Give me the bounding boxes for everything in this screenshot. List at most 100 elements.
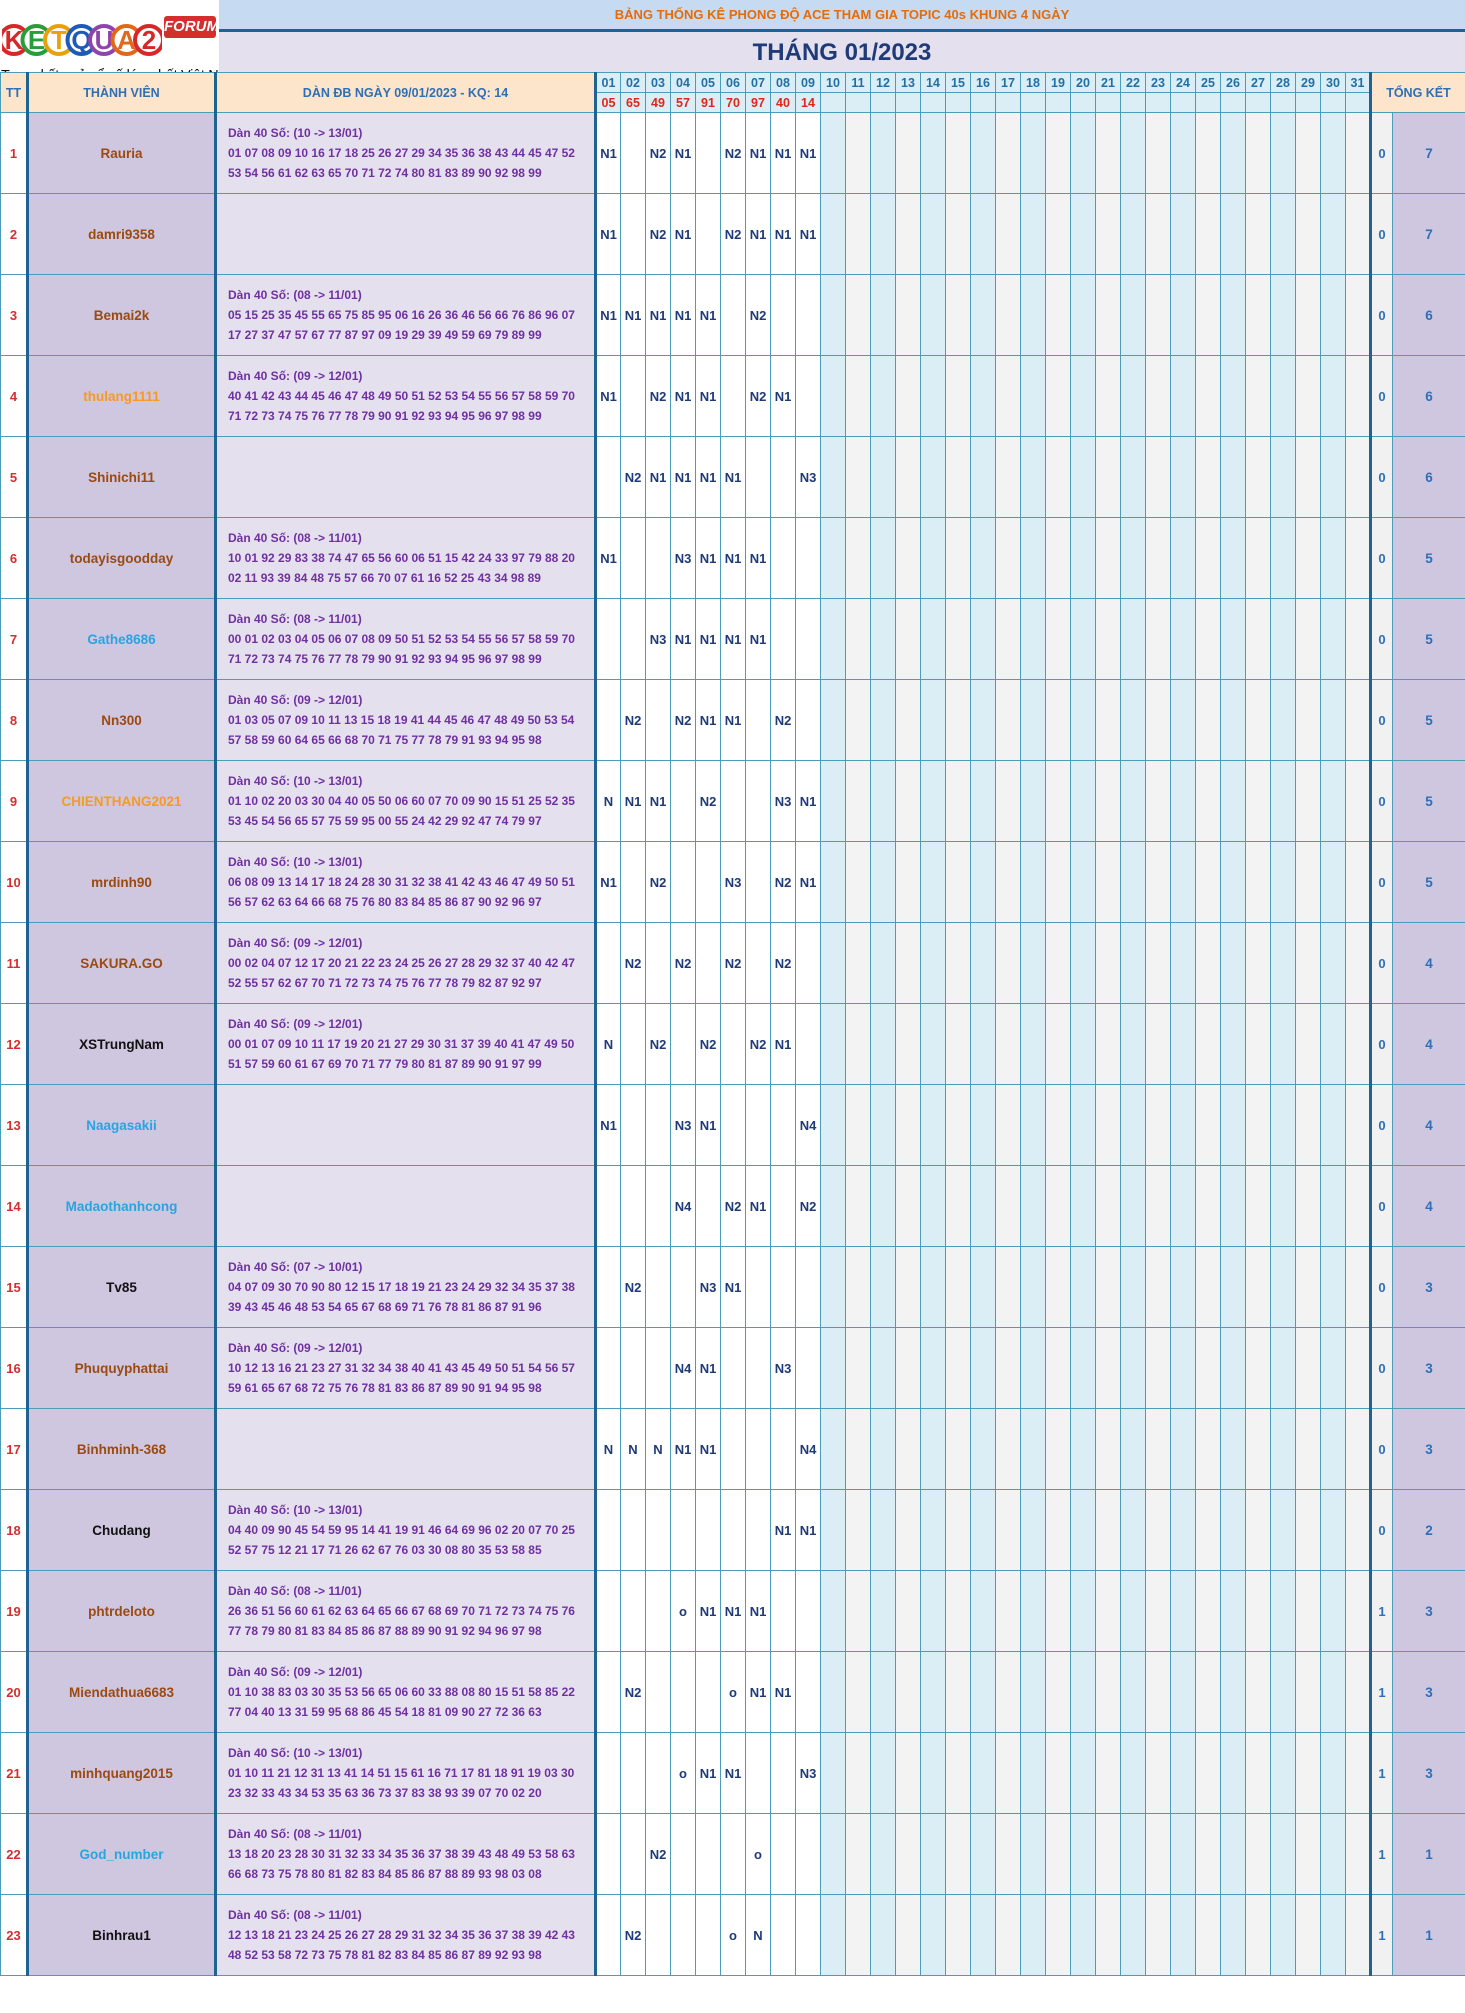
member-name[interactable]: mrdinh90 (27, 841, 217, 923)
member-name[interactable]: todayisgoodday (27, 517, 217, 599)
header-day-27: 27 (1245, 72, 1271, 93)
day-cell (1095, 1084, 1121, 1166)
member-name[interactable]: minhquang2015 (27, 1732, 217, 1814)
day-cell: N1 (695, 517, 721, 599)
day-cell (1095, 1813, 1121, 1895)
header-day-22: 22 (1120, 72, 1146, 93)
member-name[interactable]: phtrdeloto (27, 1570, 217, 1652)
day-cell (1045, 1003, 1071, 1085)
day-cell (1170, 274, 1196, 356)
day-cell (1245, 1651, 1271, 1733)
table-row: 19 phtrdeloto Dàn 40 Số: (08 -> 11/01) 26 3… (0, 1570, 1465, 1652)
day-cell (1095, 1246, 1121, 1328)
member-name[interactable]: God_number (27, 1813, 217, 1895)
number-set-line: 01 07 08 09 10 16 17 18 25 26 27 29 34 3… (228, 146, 575, 160)
day-cell (770, 1813, 796, 1895)
member-name[interactable]: Bemai2k (27, 274, 217, 356)
day-cell (1320, 679, 1346, 761)
miss-count: 0 (1369, 1084, 1393, 1166)
member-name[interactable]: Tv85 (27, 1246, 217, 1328)
row-number: 13 (0, 1084, 29, 1166)
member-name[interactable]: Rauria (27, 112, 217, 194)
day-cell (745, 922, 771, 1004)
day-cell: N2 (670, 679, 696, 761)
day-cell (645, 1165, 671, 1247)
member-name[interactable]: Miendathua6683 (27, 1651, 217, 1733)
day-cell (1320, 436, 1346, 518)
member-name[interactable]: Nn300 (27, 679, 217, 761)
day-cell (1220, 1003, 1246, 1085)
day-cell: N1 (795, 841, 821, 923)
day-cell (970, 679, 996, 761)
member-name[interactable]: Binhrau1 (27, 1894, 217, 1976)
day-cell (845, 922, 871, 1004)
day-cell: N3 (770, 1327, 796, 1409)
day-cell (920, 841, 946, 923)
day-cell (670, 1489, 696, 1571)
day-cell (920, 1327, 946, 1409)
day-cell (1145, 1246, 1171, 1328)
day-cell (1345, 1003, 1371, 1085)
day-cell (1120, 1327, 1146, 1409)
member-name[interactable]: CHIENTHANG2021 (27, 760, 217, 842)
day-cell (995, 1003, 1021, 1085)
member-name[interactable]: damri9358 (27, 193, 217, 275)
forum-badge[interactable]: FORUM (164, 16, 219, 38)
header-day-24: 24 (1170, 72, 1196, 93)
day-cell (745, 1408, 771, 1490)
number-set: Dàn 40 Số: (08 -> 11/01) 05 15 25 35 45 5… (215, 274, 597, 356)
day-cell (820, 355, 846, 437)
member-name[interactable]: thulang1111 (27, 355, 217, 437)
result-day-23 (1145, 92, 1171, 113)
member-name[interactable]: XSTrungNam (27, 1003, 217, 1085)
day-cell (745, 1084, 771, 1166)
number-set-line: 77 04 40 13 31 59 95 68 86 45 54 18 81 0… (228, 1705, 542, 1719)
day-cell (620, 1570, 646, 1652)
day-cell (995, 355, 1021, 437)
day-cell (1295, 436, 1321, 518)
day-cell (1345, 760, 1371, 842)
member-name[interactable]: Madaothanhcong (27, 1165, 217, 1247)
day-cell (995, 1327, 1021, 1409)
member-name[interactable]: Binhminh-368 (27, 1408, 217, 1490)
day-cell (970, 274, 996, 356)
day-cell (1270, 1327, 1296, 1409)
day-cell (920, 355, 946, 437)
day-cell (645, 517, 671, 599)
day-cell: N1 (695, 436, 721, 518)
number-set-line: Dàn 40 Số: (08 -> 11/01) (228, 612, 362, 626)
day-cell (1070, 1408, 1096, 1490)
day-cell (695, 922, 721, 1004)
day-cell (920, 598, 946, 680)
miss-count: 1 (1369, 1570, 1393, 1652)
day-cell (920, 112, 946, 194)
day-cell (1195, 1165, 1221, 1247)
day-cell (1145, 1165, 1171, 1247)
day-cell (1095, 1570, 1121, 1652)
day-cell (595, 1246, 621, 1328)
day-cell (1170, 1327, 1196, 1409)
day-cell (645, 1732, 671, 1814)
day-cell: N1 (695, 274, 721, 356)
number-set-line: Dàn 40 Số: (08 -> 11/01) (228, 1827, 362, 1841)
day-cell: N1 (595, 193, 621, 275)
member-name[interactable]: Naagasakii (27, 1084, 217, 1166)
day-cell (1120, 1651, 1146, 1733)
day-cell: N1 (770, 1003, 796, 1085)
member-name[interactable]: SAKURA.GO (27, 922, 217, 1004)
member-name[interactable]: Chudang (27, 1489, 217, 1571)
miss-count: 0 (1369, 193, 1393, 275)
result-day-20 (1070, 92, 1096, 113)
day-cell (895, 1894, 921, 1976)
member-name[interactable]: Gathe8686 (27, 598, 217, 680)
day-cell (1195, 274, 1221, 356)
number-set (215, 1165, 597, 1247)
row-number: 20 (0, 1651, 29, 1733)
day-cell (1170, 355, 1196, 437)
page-title: BẢNG THỐNG KÊ PHONG ĐỘ ACE THAM GIA TOPI… (219, 0, 1465, 32)
member-name[interactable]: Shinichi11 (27, 436, 217, 518)
day-cell (1020, 1165, 1046, 1247)
day-cell (770, 1570, 796, 1652)
member-name[interactable]: Phuquyphattai (27, 1327, 217, 1409)
day-cell: N2 (770, 922, 796, 1004)
